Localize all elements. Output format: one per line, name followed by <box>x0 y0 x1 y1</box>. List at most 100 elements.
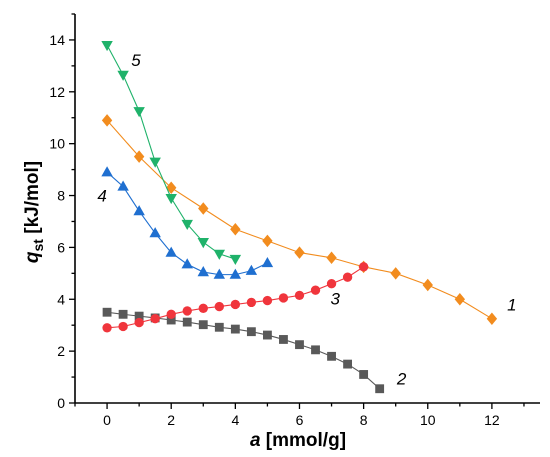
data-point <box>294 290 305 301</box>
data-point <box>261 256 274 268</box>
curve-label-4: 4 <box>97 187 106 206</box>
data-point <box>149 157 161 168</box>
data-point <box>117 70 129 81</box>
y-axis-symbol: q <box>22 251 43 263</box>
data-point <box>198 303 208 314</box>
data-point <box>214 322 224 332</box>
data-point <box>311 345 320 355</box>
series-line <box>106 44 236 260</box>
y-tick-label: 0 <box>57 395 65 411</box>
data-point <box>486 312 498 325</box>
y-tick-label: 8 <box>57 188 65 204</box>
y-tick-label: 4 <box>57 291 65 307</box>
data-point <box>134 311 144 321</box>
data-point <box>327 351 336 361</box>
curve-label-1: 1 <box>507 296 516 315</box>
data-point <box>198 202 209 215</box>
data-point <box>279 335 288 344</box>
data-point <box>133 205 145 216</box>
data-point <box>295 340 304 350</box>
data-point <box>262 330 272 340</box>
data-point <box>197 266 209 277</box>
data-point <box>278 293 289 303</box>
data-point <box>118 321 128 332</box>
data-point <box>359 370 369 379</box>
data-point <box>182 317 192 327</box>
data-point <box>390 267 401 280</box>
data-point <box>230 324 240 334</box>
data-point <box>101 166 113 177</box>
data-point <box>101 40 113 52</box>
series-line <box>106 119 493 320</box>
series-5 <box>101 40 242 266</box>
data-point <box>166 309 176 319</box>
data-point <box>133 150 145 163</box>
data-point <box>102 307 112 317</box>
curve-label-5: 5 <box>131 51 141 70</box>
data-point <box>342 272 353 282</box>
data-point <box>230 223 241 236</box>
data-point <box>214 301 224 312</box>
y-tick-label: 12 <box>49 84 65 100</box>
data-point <box>375 384 385 394</box>
data-point <box>166 315 176 325</box>
series-line <box>106 311 381 390</box>
plot-area <box>74 14 540 404</box>
y-tick-label: 2 <box>57 343 65 359</box>
data-point <box>181 219 193 231</box>
data-point <box>262 295 273 306</box>
data-point <box>181 258 193 269</box>
data-point <box>134 317 144 328</box>
series-2 <box>102 307 385 394</box>
data-point <box>246 297 257 308</box>
x-tick-label: 10 <box>420 412 436 428</box>
data-point <box>422 278 433 292</box>
y-axis-title: qst [kJ/mol] <box>22 161 46 263</box>
x-tick-label: 8 <box>360 412 368 428</box>
data-point <box>230 299 241 310</box>
data-point <box>358 262 369 272</box>
data-point <box>213 249 226 260</box>
data-point <box>262 234 273 248</box>
series-3 <box>102 262 369 333</box>
x-tick-label: 2 <box>167 412 175 428</box>
data-point <box>165 193 177 205</box>
curve-labels: 1 2 3 4 5 <box>97 51 516 389</box>
data-point <box>310 285 321 295</box>
data-point <box>229 254 242 266</box>
data-point <box>198 320 208 330</box>
data-point <box>149 227 161 238</box>
data-point <box>150 314 160 324</box>
y-axis: 0 2 4 6 8 10 12 14 <box>49 13 75 411</box>
y-tick-label: 6 <box>57 239 65 255</box>
data-point <box>118 309 128 319</box>
data-point <box>326 279 337 289</box>
data-point <box>182 306 192 316</box>
y-tick-label: 14 <box>49 32 65 48</box>
x-tick-label: 0 <box>103 412 111 428</box>
data-point <box>197 238 209 249</box>
data-point <box>454 293 466 306</box>
y-axis-unit: [kJ/mol] <box>22 161 43 239</box>
data-point <box>246 327 256 337</box>
x-axis-symbol: a <box>250 430 261 451</box>
data-point <box>229 268 242 279</box>
x-axis: 0 2 4 6 8 10 12 <box>74 403 525 428</box>
x-tick-label: 6 <box>296 412 304 428</box>
data-point <box>101 114 113 127</box>
data-point <box>102 323 112 333</box>
x-axis-title: a [mmol/g] <box>250 430 346 451</box>
data-point <box>326 251 337 265</box>
series-4 <box>101 166 274 279</box>
data-point <box>166 181 177 194</box>
data-point <box>133 107 145 118</box>
data-point <box>165 246 177 257</box>
data-point <box>117 180 129 191</box>
x-tick-label: 4 <box>231 412 239 428</box>
x-axis-unit: [mmol/g] <box>261 430 347 451</box>
data-point <box>213 268 226 279</box>
x-tick-label: 12 <box>484 412 500 428</box>
data-point <box>245 264 258 275</box>
data-point <box>294 246 305 259</box>
